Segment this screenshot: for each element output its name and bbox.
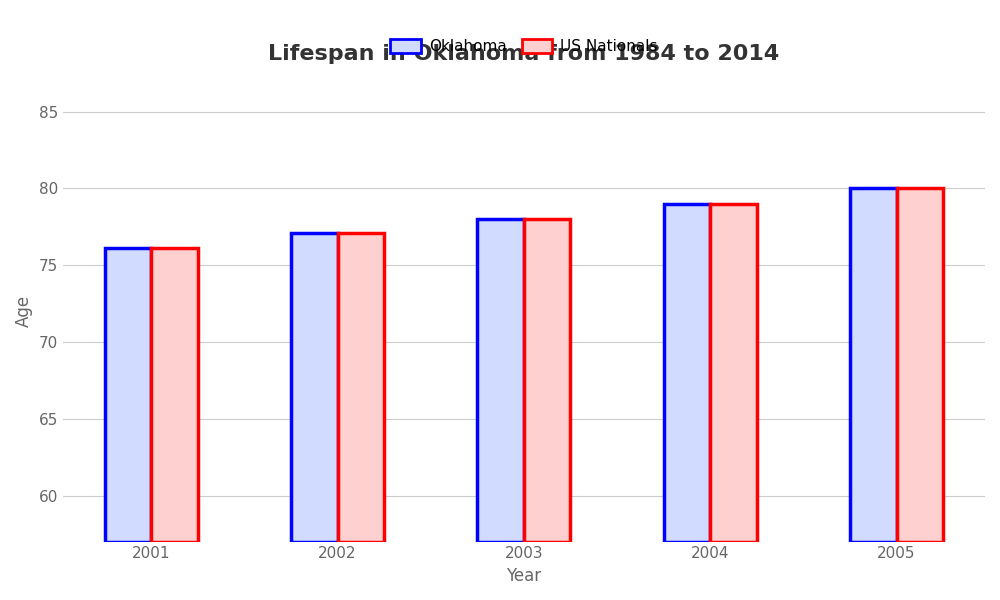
Bar bbox=[338, 233, 384, 542]
Bar bbox=[151, 248, 198, 542]
X-axis label: Year: Year bbox=[506, 567, 541, 585]
Bar bbox=[291, 233, 338, 542]
Bar bbox=[710, 203, 757, 542]
Bar bbox=[850, 188, 897, 542]
Bar bbox=[524, 219, 570, 542]
Legend: Oklahoma, US Nationals: Oklahoma, US Nationals bbox=[384, 33, 663, 61]
Bar bbox=[105, 248, 151, 542]
Y-axis label: Age: Age bbox=[15, 295, 33, 327]
Bar bbox=[477, 219, 524, 542]
Title: Lifespan in Oklahoma from 1984 to 2014: Lifespan in Oklahoma from 1984 to 2014 bbox=[268, 44, 780, 64]
Bar bbox=[897, 188, 943, 542]
Bar bbox=[664, 203, 710, 542]
